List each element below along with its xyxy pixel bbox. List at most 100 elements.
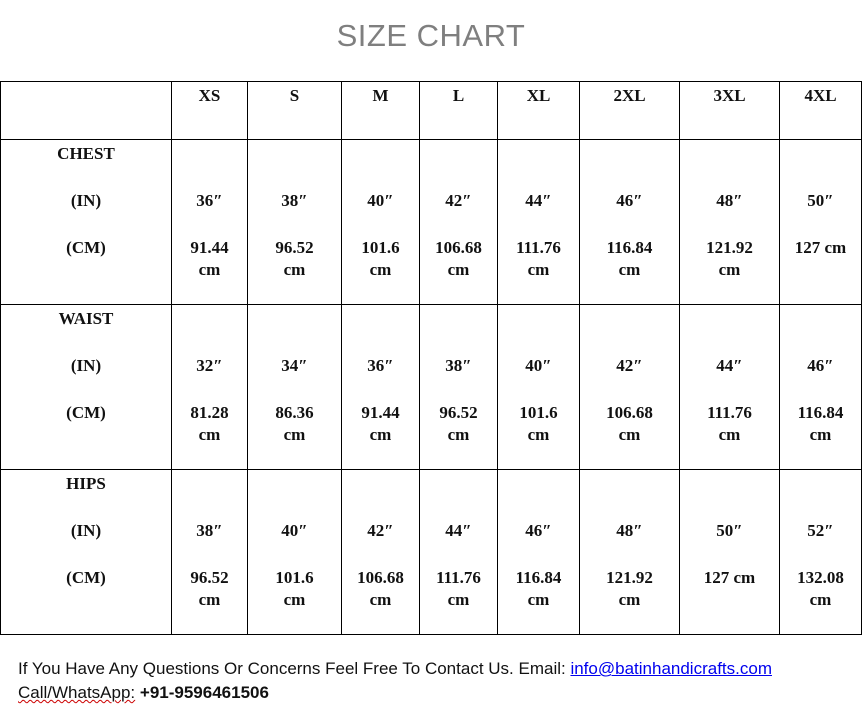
- inch-value: 44″: [445, 521, 472, 540]
- inch-value: 36″: [196, 191, 223, 210]
- value-cell: 52″ 132.08 cm: [779, 469, 862, 635]
- inch-value: 46″: [616, 191, 643, 210]
- value-cell: 38″ 96.52 cm: [419, 304, 498, 470]
- phone-number: +91-9596461506: [135, 683, 269, 702]
- cm-value: 111.76 cm: [707, 403, 752, 444]
- value-cell: 46″ 116.84 cm: [779, 304, 862, 470]
- value-cell: 46″ 116.84 cm: [579, 139, 680, 305]
- cm-value: 86.36 cm: [275, 403, 314, 444]
- blank-line: [682, 308, 777, 330]
- size-header: 2XL: [579, 81, 680, 140]
- corner-cell: [0, 81, 172, 140]
- value-cell: 40″ 101.6 cm: [341, 139, 420, 305]
- size-header: 4XL: [779, 81, 862, 140]
- header-row: XS S M L XL 2XL 3XL 4XL: [0, 81, 862, 140]
- inch-value: 40″: [367, 191, 394, 210]
- cm-value: 81.28 cm: [190, 403, 229, 444]
- contact-footer: If You Have Any Questions Or Concerns Fe…: [18, 657, 772, 705]
- value-cell: 40″ 101.6 cm: [247, 469, 342, 635]
- value-cell: 44″ 111.76 cm: [497, 139, 580, 305]
- cm-value: 96.52 cm: [275, 238, 314, 279]
- inch-value: 38″: [196, 521, 223, 540]
- cm-value: 127 cm: [794, 238, 847, 257]
- inch-label: (IN): [70, 356, 102, 375]
- value-cell: 50″ 127 cm: [779, 139, 862, 305]
- call-label: Call/WhatsApp:: [18, 683, 136, 702]
- inch-label: (IN): [70, 191, 102, 210]
- blank-line: [582, 308, 677, 330]
- blank-line: [344, 143, 417, 165]
- size-chart-table: XS S M L XL 2XL 3XL 4XL CHEST (IN) (CM) 36″ 91.44 c…: [0, 81, 862, 635]
- cm-value: 121.92 cm: [606, 568, 653, 609]
- page-title: SIZE CHART: [336, 18, 526, 53]
- cm-value: 121.92 cm: [706, 238, 753, 279]
- blank-line: [782, 143, 859, 165]
- value-cell: 36″ 91.44 cm: [341, 304, 420, 470]
- cm-value: 101.6 cm: [275, 568, 314, 609]
- inch-value: 50″: [716, 521, 743, 540]
- email-link[interactable]: info@batinhandicrafts.com: [570, 659, 772, 678]
- inch-value: 46″: [807, 356, 834, 375]
- value-cell: 32″ 81.28 cm: [171, 304, 248, 470]
- cm-value: 91.44 cm: [361, 403, 400, 444]
- value-cell: 50″ 127 cm: [679, 469, 780, 635]
- measure-label-cell: HIPS (IN) (CM): [0, 469, 172, 635]
- value-cell: 40″ 101.6 cm: [497, 304, 580, 470]
- contact-text: If You Have Any Questions Or Concerns Fe…: [18, 659, 571, 678]
- cm-value: 116.84 cm: [606, 238, 653, 279]
- blank-line: [500, 308, 577, 330]
- inch-value: 38″: [281, 191, 308, 210]
- value-cell: 42″ 106.68 cm: [341, 469, 420, 635]
- blank-line: [344, 308, 417, 330]
- measure-name: WAIST: [58, 309, 114, 328]
- cm-label: (CM): [66, 238, 106, 257]
- inch-value: 52″: [807, 521, 834, 540]
- cm-value: 116.84 cm: [515, 568, 562, 609]
- inch-value: 32″: [196, 356, 223, 375]
- value-cell: 36″ 91.44 cm: [171, 139, 248, 305]
- measure-name: HIPS: [66, 474, 106, 493]
- blank-line: [422, 143, 495, 165]
- inch-value: 42″: [616, 356, 643, 375]
- blank-line: [250, 473, 339, 495]
- table-row: HIPS (IN) (CM) 38″ 96.52 cm 40″ 101.6 cm 42″…: [0, 469, 862, 635]
- inch-value: 40″: [525, 356, 552, 375]
- value-cell: 44″ 111.76 cm: [419, 469, 498, 635]
- cm-value: 101.6 cm: [361, 238, 400, 279]
- inch-value: 44″: [525, 191, 552, 210]
- inch-value: 40″: [281, 521, 308, 540]
- size-header: S: [247, 81, 342, 140]
- blank-line: [782, 308, 859, 330]
- blank-line: [250, 143, 339, 165]
- blank-line: [500, 473, 577, 495]
- blank-line: [174, 308, 245, 330]
- measure-name: CHEST: [57, 144, 115, 163]
- cm-value: 91.44 cm: [190, 238, 229, 279]
- inch-label: (IN): [70, 521, 102, 540]
- size-header: XS: [171, 81, 248, 140]
- inch-value: 36″: [367, 356, 394, 375]
- size-header: M: [341, 81, 420, 140]
- cm-label: (CM): [66, 403, 106, 422]
- inch-value: 38″: [445, 356, 472, 375]
- value-cell: 38″ 96.52 cm: [247, 139, 342, 305]
- table-row: WAIST (IN) (CM) 32″ 81.28 cm 34″ 86.36 cm 36…: [0, 304, 862, 470]
- blank-line: [782, 473, 859, 495]
- value-cell: 46″ 116.84 cm: [497, 469, 580, 635]
- inch-value: 48″: [716, 191, 743, 210]
- cm-value: 116.84 cm: [797, 403, 844, 444]
- blank-line: [582, 143, 677, 165]
- blank-line: [422, 308, 495, 330]
- cm-value: 132.08 cm: [797, 568, 844, 609]
- blank-line: [682, 143, 777, 165]
- blank-line: [344, 473, 417, 495]
- blank-line: [250, 308, 339, 330]
- cm-value: 101.6 cm: [519, 403, 558, 444]
- blank-line: [174, 473, 245, 495]
- cm-value: 127 cm: [703, 568, 756, 587]
- size-header: 3XL: [679, 81, 780, 140]
- size-header: XL: [497, 81, 580, 140]
- inch-value: 44″: [716, 356, 743, 375]
- cm-value: 106.68 cm: [435, 238, 482, 279]
- cm-value: 106.68 cm: [357, 568, 404, 609]
